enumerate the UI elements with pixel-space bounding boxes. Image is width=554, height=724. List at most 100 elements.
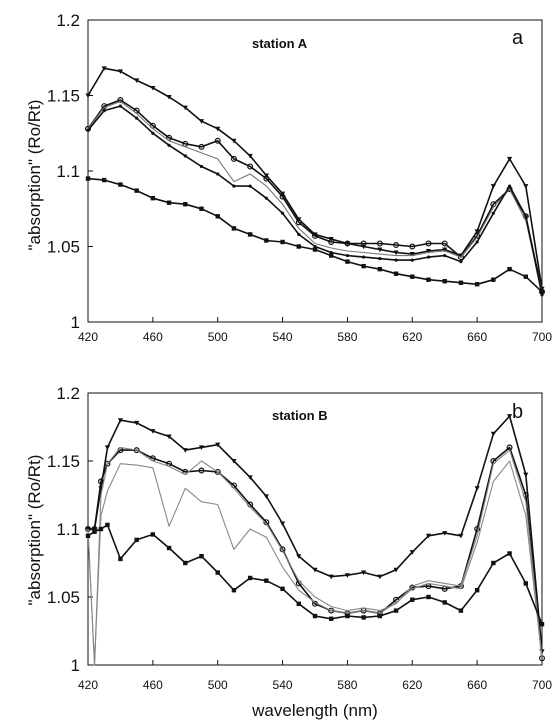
panel-b-series-5-point	[264, 578, 269, 583]
panel-b-series-1-point	[458, 533, 464, 539]
panel-a-series-1-point	[490, 184, 496, 189]
panel-a-series-1-point	[474, 229, 480, 234]
panel-a-x-tick-label: 580	[337, 330, 357, 344]
panel-b-series-1-point	[442, 531, 448, 536]
panel-a-y-tick-label: 1.1	[56, 162, 80, 181]
panel-b-x-tick-label: 420	[78, 678, 98, 692]
panel-a-series-2-point	[279, 193, 286, 200]
panel-a-series-4-point	[475, 240, 479, 244]
panel-a-series-5-point	[199, 206, 204, 211]
panel-a-series-5-point	[410, 274, 415, 279]
panel-b-series-2-point	[474, 525, 481, 532]
panel-b-series-1-point	[150, 429, 156, 434]
panel-b-series-1-point	[231, 459, 237, 464]
panel-b-panel-letter: b	[512, 401, 523, 423]
panel-a-series-1-point	[101, 66, 107, 71]
panel-b-series-1-point	[263, 494, 269, 499]
panel-a-series	[84, 66, 545, 297]
panel-a-series-5-point	[166, 200, 172, 205]
panel-b-series-5-point	[231, 588, 237, 593]
panel-b-axes: 420 460 500 540 580 620 660 700 1 1.05 1.1 1.15 1.2	[47, 384, 552, 692]
panel-b-series-5-point	[312, 613, 318, 619]
panel-a-series-1-point	[231, 138, 237, 144]
panel-a-series-2-point	[344, 240, 351, 247]
panel-b-series-1-point	[296, 554, 302, 559]
panel-a-series-4-point	[183, 154, 187, 158]
panel-a-series-4-point	[345, 253, 350, 258]
panel-b-series-1-point	[377, 574, 383, 580]
panel-a-series-5-point	[183, 202, 188, 207]
panel-b-series-5-point	[118, 556, 123, 562]
panel-a-series-5-point	[102, 177, 107, 183]
panel-a-series-5-point	[329, 253, 334, 258]
panel-b-series-1-point	[328, 574, 334, 580]
panel-a-series-2-point	[474, 232, 481, 239]
panel-a-series-4-point	[232, 184, 236, 188]
panel-b-x-axis-label: wavelength (nm)	[251, 701, 378, 720]
panel-b-x-tick-label: 660	[467, 678, 487, 692]
panel-a-series-1-point	[150, 85, 156, 91]
panel-a-series-2-point	[328, 238, 335, 245]
panel-a-series-4	[86, 104, 544, 297]
panel-a-series-4-point	[199, 164, 204, 169]
panel-b-series-5-point	[134, 537, 139, 543]
panel-a-series-4-point	[102, 109, 106, 113]
panel-b-series-1-point	[344, 573, 351, 578]
panel-b-series-5-point	[458, 608, 464, 613]
panel-a-series-2-point	[295, 219, 302, 226]
panel-a-series-4-point	[151, 131, 155, 135]
panel-a-series-5-point	[264, 238, 269, 243]
panel-b-series	[84, 414, 545, 666]
panel-a-panel-letter: a	[512, 27, 524, 49]
panel-b-series-5-point	[345, 613, 350, 619]
panel-a-series-5-point	[491, 277, 496, 282]
panel-b-series-5-point	[361, 615, 366, 620]
panel-b-series-5-point	[166, 545, 172, 551]
panel-b-x-tick-label: 620	[402, 678, 422, 692]
panel-a-series-2-point	[230, 155, 237, 162]
panel-a-series-1	[85, 66, 545, 292]
panel-b-chart: 420 460 500 540 580 620 660 70011.051.11.151.2 …	[25, 384, 552, 720]
panel-a-plot-frame	[87, 19, 543, 323]
panel-b-series-5-point	[199, 554, 204, 559]
panel-a-series-5-point	[523, 274, 528, 279]
panel-a-series-4-point	[135, 116, 139, 120]
panel-a-series-4-point	[540, 293, 544, 297]
panel-a-series-1-point	[442, 247, 448, 253]
panel-a-series-1-point	[134, 78, 140, 83]
panel-a-series-5-point	[393, 271, 399, 276]
panel-a-series-2-point	[376, 240, 383, 247]
panel-b-series-5-point	[393, 608, 399, 613]
panel-b-series-5-point	[539, 622, 545, 627]
panel-a-series-5-point	[296, 244, 301, 249]
panel-a-series-2-point	[214, 137, 221, 144]
panel-b-y-tick-label: 1.1	[56, 520, 80, 539]
panel-b-series-5-point	[92, 529, 97, 534]
panel-a-y-tick-label: 1	[71, 313, 80, 332]
panel-a-series-4-point	[86, 128, 90, 132]
panel-a-series-5-point	[458, 280, 464, 285]
panel-b-series-1-point	[490, 431, 496, 437]
panel-a-series-2-point	[393, 241, 400, 248]
panel-b-plot-frame	[87, 392, 543, 666]
panel-b-series-1-point	[117, 418, 124, 423]
panel-a-y-tick-label: 1.05	[47, 238, 80, 257]
panel-b-y-tick-label: 1.2	[56, 384, 80, 403]
panel-a-series-5-point	[312, 247, 318, 252]
panel-a-series-4-point	[507, 184, 512, 188]
panel-a-series-4-point	[297, 232, 301, 237]
panel-a-series-5-point	[118, 182, 123, 187]
panel-b-series-1-point	[134, 420, 140, 426]
panel-b-series-1-point	[393, 567, 399, 573]
panel-a-series-5-point	[231, 226, 237, 231]
panel-b-series-1-point	[279, 521, 286, 527]
panel-a-series-4-point	[524, 214, 528, 218]
panel-b-series-1-point	[247, 475, 253, 480]
panel-a-series-1-point	[247, 153, 253, 159]
panel-b-series-5-point	[280, 586, 285, 592]
panel-b-series-1-point	[182, 448, 188, 453]
panel-a-series-5-point	[280, 239, 285, 245]
panel-a-x-tick-label: 700	[532, 330, 552, 344]
panel-a-x-tick-label: 660	[467, 330, 487, 344]
panel-a-series-2	[84, 97, 545, 295]
